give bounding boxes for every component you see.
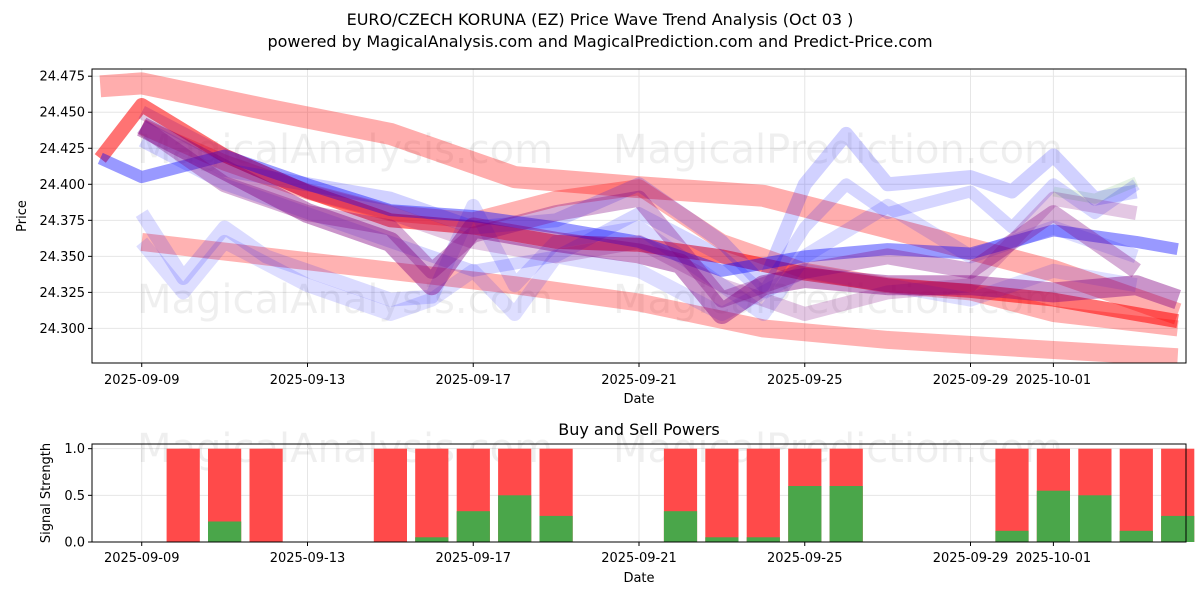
price-watermarks: MagicalAnalysis.com MagicalPrediction.co… — [137, 127, 1063, 323]
powers-x-tick-label: 2025-09-21 — [601, 551, 677, 566]
powers-y-tick-label: 1.0 — [64, 442, 85, 457]
price-y-tick-label: 24.325 — [40, 286, 86, 301]
buy-bar — [1036, 490, 1070, 542]
buy-bar — [1078, 495, 1112, 542]
powers-chart: Buy and Sell Powers MagicalAnalysis.com … — [39, 420, 1195, 586]
powers-bars — [166, 448, 1195, 542]
buy-bar — [663, 511, 698, 542]
price-x-tick-label: 2025-09-21 — [601, 373, 677, 388]
band-red-wide-lower — [140, 232, 1179, 363]
powers-title: Buy and Sell Powers — [558, 420, 720, 439]
price-x-tick-label: 2025-09-13 — [270, 373, 346, 388]
sell-bar — [249, 448, 283, 542]
powers-x-tick-label: 2025-09-29 — [933, 551, 1009, 566]
price-y-tick-label: 24.375 — [40, 214, 86, 229]
powers-y-ticks: 0.0 0.5 1.0 — [64, 442, 92, 551]
price-y-tick-label: 24.425 — [40, 142, 86, 157]
powers-x-tick-label: 2025-09-17 — [435, 551, 511, 566]
price-y-ticks: 24.300 24.325 24.350 24.375 24.400 24.425 24.4… — [40, 70, 92, 337]
band-blue-upper — [138, 120, 1138, 293]
price-bands — [94, 72, 1182, 363]
watermark-analysis-mid: MagicalAnalysis.com — [137, 277, 553, 323]
band-purple-3 — [138, 105, 1138, 321]
price-chart: MagicalAnalysis.com MagicalPrediction.co… — [15, 68, 1187, 407]
watermark-prediction-top: MagicalPrediction.com — [613, 127, 1063, 173]
price-y-tick-label: 24.450 — [40, 106, 86, 121]
buy-bar — [746, 537, 780, 542]
price-x-tick-label: 2025-09-29 — [933, 373, 1009, 388]
sell-bar — [705, 448, 739, 542]
price-y-tick-label: 24.350 — [40, 250, 86, 265]
band-green-hint — [1052, 176, 1139, 204]
price-x-ticks: 2025-09-09 2025-09-13 2025-09-17 2025-09-21… — [104, 363, 1091, 388]
powers-x-tick-label: 2025-10-01 — [1016, 551, 1092, 566]
chart-subtitle: powered by MagicalAnalysis.com and Magic… — [267, 32, 932, 51]
buy-bar — [705, 537, 739, 542]
price-x-tick-label: 2025-10-01 — [1016, 373, 1092, 388]
sell-bar — [415, 448, 449, 542]
powers-y-axis-title: Signal Strength — [39, 443, 54, 543]
band-red-main — [94, 98, 1179, 329]
price-y-tick-label: 24.300 — [40, 322, 86, 337]
powers-x-tick-label: 2025-09-09 — [104, 551, 180, 566]
band-red-band-2 — [138, 119, 1179, 337]
buy-bar — [456, 511, 490, 542]
powers-x-tick-label: 2025-09-25 — [767, 551, 843, 566]
band-red-wide-upper — [99, 72, 1182, 325]
buy-bar — [415, 537, 449, 542]
buy-bar — [1119, 530, 1153, 542]
powers-y-tick-label: 0.0 — [64, 536, 85, 551]
band-blue-mid — [135, 198, 1139, 321]
buy-bar — [995, 530, 1029, 542]
powers-y-tick-label: 0.5 — [64, 489, 85, 504]
sell-bar — [166, 448, 200, 542]
band-purple-main — [137, 117, 1181, 324]
band-blue-wave — [138, 135, 1140, 299]
price-y-tick-label: 24.400 — [40, 178, 86, 193]
buy-bar — [539, 515, 573, 542]
powers-x-tick-label: 2025-09-13 — [270, 551, 346, 566]
buy-bar — [829, 486, 863, 542]
price-y-axis-title: Price — [15, 200, 30, 232]
buy-bar — [208, 521, 242, 542]
price-x-tick-label: 2025-09-09 — [104, 373, 180, 388]
sell-bar — [1119, 448, 1153, 542]
price-x-axis-title: Date — [623, 392, 654, 407]
band-blue-low — [136, 234, 1138, 321]
sell-bar — [995, 448, 1029, 542]
band-purple-2 — [137, 120, 1141, 308]
chart-title: EURO/CZECH KORUNA (EZ) Price Wave Trend … — [347, 10, 854, 29]
buy-bar — [1161, 515, 1195, 542]
sell-bar — [373, 448, 407, 542]
sell-bar — [746, 448, 780, 542]
powers-x-axis-title: Date — [623, 571, 654, 586]
powers-x-ticks: 2025-09-09 2025-09-13 2025-09-17 2025-09-21… — [104, 542, 1091, 566]
band-blue-main — [97, 149, 1179, 277]
price-y-tick-label: 24.475 — [40, 70, 86, 85]
price-x-tick-label: 2025-09-17 — [435, 373, 511, 388]
price-grid — [92, 69, 1186, 363]
buy-bar — [498, 495, 532, 542]
price-x-tick-label: 2025-09-25 — [767, 373, 843, 388]
buy-bar — [788, 486, 822, 542]
